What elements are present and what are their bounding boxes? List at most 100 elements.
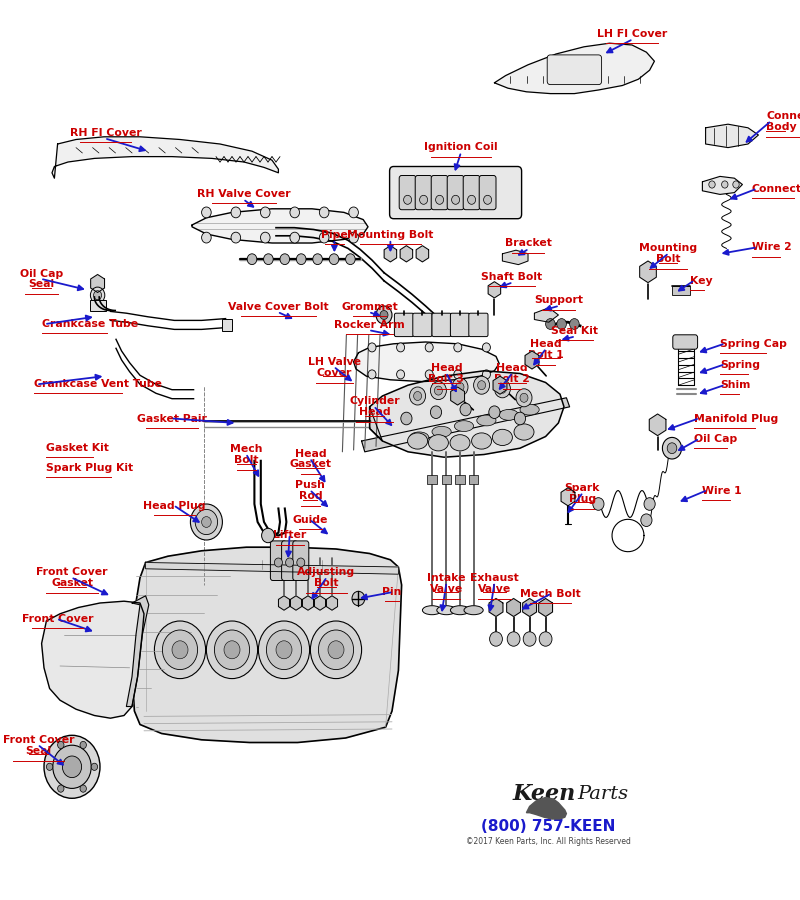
Text: Support: Support — [534, 295, 583, 305]
Circle shape — [539, 632, 552, 646]
Circle shape — [290, 207, 299, 218]
Circle shape — [162, 630, 198, 670]
Circle shape — [352, 591, 365, 606]
Circle shape — [451, 195, 459, 204]
Circle shape — [478, 381, 486, 390]
Circle shape — [419, 195, 427, 204]
Polygon shape — [493, 376, 507, 394]
Text: Bracket: Bracket — [505, 238, 551, 248]
Polygon shape — [400, 246, 413, 262]
Circle shape — [397, 343, 405, 352]
Text: Head Plug: Head Plug — [143, 500, 206, 511]
Circle shape — [58, 742, 64, 749]
Text: (800) 757-KEEN: (800) 757-KEEN — [481, 819, 615, 833]
Polygon shape — [192, 209, 368, 243]
Circle shape — [349, 207, 358, 218]
Ellipse shape — [499, 410, 518, 420]
Ellipse shape — [450, 435, 470, 451]
Circle shape — [520, 393, 528, 402]
Polygon shape — [326, 596, 338, 610]
Circle shape — [319, 232, 329, 243]
Ellipse shape — [437, 606, 456, 615]
Ellipse shape — [408, 433, 428, 449]
FancyBboxPatch shape — [447, 176, 464, 210]
Bar — [90, 300, 106, 310]
Circle shape — [430, 382, 446, 400]
Text: Wire 2: Wire 2 — [752, 242, 792, 253]
Circle shape — [80, 742, 86, 749]
Ellipse shape — [464, 606, 483, 615]
Circle shape — [641, 514, 652, 526]
Polygon shape — [506, 598, 521, 616]
Circle shape — [328, 641, 344, 659]
Text: Connector: Connector — [752, 184, 800, 194]
Circle shape — [349, 232, 358, 243]
Circle shape — [482, 343, 490, 352]
Circle shape — [733, 181, 739, 188]
Circle shape — [247, 254, 257, 265]
Text: LH Valve
Cover: LH Valve Cover — [308, 356, 361, 378]
Ellipse shape — [432, 427, 451, 437]
Circle shape — [498, 384, 506, 393]
Text: RH FI Cover: RH FI Cover — [70, 128, 142, 138]
Circle shape — [258, 621, 310, 679]
Text: Head
Bolt 2: Head Bolt 2 — [494, 363, 530, 384]
Text: Parts: Parts — [578, 785, 629, 803]
Circle shape — [206, 621, 258, 679]
FancyBboxPatch shape — [293, 541, 309, 580]
Text: Spring Cap: Spring Cap — [720, 338, 787, 349]
FancyBboxPatch shape — [282, 541, 298, 580]
Polygon shape — [502, 250, 528, 265]
Circle shape — [380, 310, 388, 320]
Polygon shape — [290, 596, 302, 610]
Polygon shape — [354, 342, 499, 382]
Ellipse shape — [454, 420, 474, 431]
Circle shape — [202, 517, 211, 527]
Circle shape — [467, 195, 475, 204]
Text: Intake
Valve: Intake Valve — [427, 572, 466, 594]
Text: Gasket Kit: Gasket Kit — [46, 443, 110, 454]
Text: Seal Kit: Seal Kit — [551, 326, 598, 336]
Ellipse shape — [477, 415, 496, 426]
Text: Mech Bolt: Mech Bolt — [520, 589, 581, 599]
Polygon shape — [450, 387, 465, 405]
Circle shape — [460, 403, 471, 416]
Text: Mounting
Bolt: Mounting Bolt — [639, 243, 697, 265]
Text: Oil Cap
Seal: Oil Cap Seal — [20, 268, 63, 290]
Circle shape — [346, 254, 355, 265]
Circle shape — [667, 443, 677, 454]
Polygon shape — [370, 371, 564, 457]
Circle shape — [483, 195, 491, 204]
Circle shape — [570, 319, 579, 329]
Circle shape — [274, 558, 282, 567]
Circle shape — [224, 641, 240, 659]
Circle shape — [276, 641, 292, 659]
Circle shape — [482, 370, 490, 379]
Text: Gasket Pair: Gasket Pair — [137, 413, 207, 424]
Circle shape — [286, 558, 294, 567]
Circle shape — [94, 291, 102, 300]
Circle shape — [62, 756, 82, 778]
Ellipse shape — [422, 606, 442, 615]
Polygon shape — [146, 562, 398, 574]
Text: Key: Key — [690, 275, 712, 286]
Circle shape — [593, 498, 604, 510]
FancyBboxPatch shape — [413, 313, 432, 337]
Text: Adjusting
Bolt: Adjusting Bolt — [298, 567, 355, 589]
Polygon shape — [522, 598, 537, 616]
Circle shape — [330, 254, 339, 265]
Polygon shape — [370, 407, 382, 441]
Text: Push
Rod: Push Rod — [295, 480, 326, 501]
Text: Front Cover
Seal: Front Cover Seal — [2, 734, 74, 756]
Bar — [672, 286, 690, 295]
Ellipse shape — [472, 433, 491, 449]
Circle shape — [454, 343, 462, 352]
Polygon shape — [302, 596, 314, 610]
FancyBboxPatch shape — [415, 176, 432, 210]
Circle shape — [430, 406, 442, 419]
Polygon shape — [702, 176, 742, 194]
Text: Rocker Arm: Rocker Arm — [334, 320, 405, 329]
Text: Mounting Bolt: Mounting Bolt — [347, 230, 434, 239]
Polygon shape — [362, 398, 570, 452]
FancyBboxPatch shape — [469, 313, 488, 337]
